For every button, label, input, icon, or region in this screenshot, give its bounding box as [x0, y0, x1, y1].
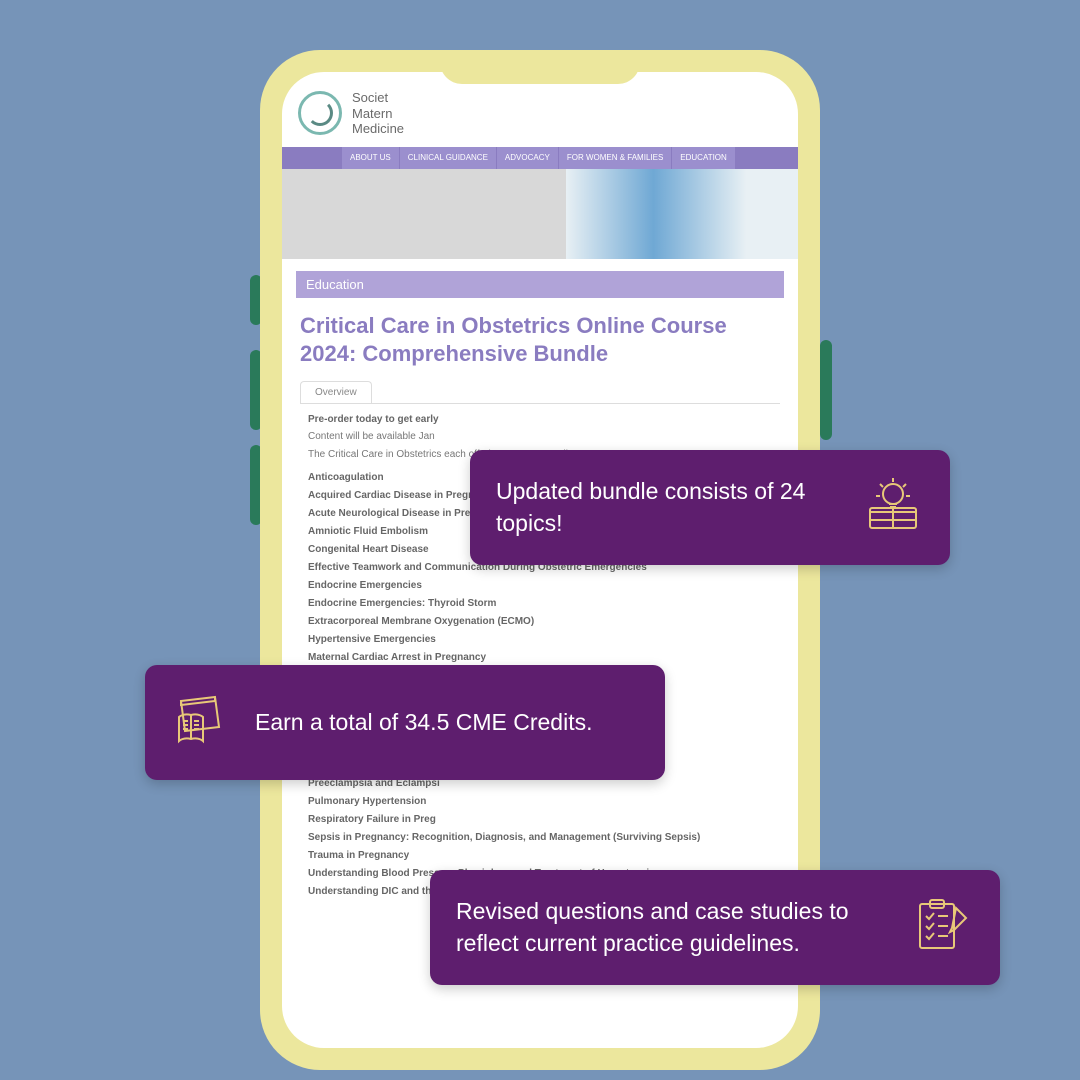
callout-text: Updated bundle consists of 24 topics! [496, 476, 840, 538]
tab-row: Overview [300, 381, 780, 404]
topic-item: Pulmonary Hypertension [308, 796, 772, 807]
callout-credits: Earn a total of 34.5 CME Credits. [145, 665, 665, 780]
pre-order-text: Pre-order today to get early [308, 414, 772, 425]
callout-revised: Revised questions and case studies to re… [430, 870, 1000, 985]
phone-side-button [820, 340, 832, 440]
education-label: Education [296, 271, 784, 298]
logo-icon [298, 91, 342, 135]
topic-item: Trauma in Pregnancy [308, 850, 772, 861]
topic-item: Respiratory Failure in Preg [308, 814, 772, 825]
logo-line: Matern [352, 106, 392, 121]
checklist-icon [912, 894, 974, 961]
banner-image [282, 169, 798, 259]
nav-item-women[interactable]: FOR WOMEN & FAMILIES [559, 147, 671, 169]
topic-item: Extracorporeal Membrane Oxygenation (ECM… [308, 616, 772, 627]
nav-item-advocacy[interactable]: ADVOCACY [497, 147, 558, 169]
books-icon [171, 689, 233, 756]
callout-topics: Updated bundle consists of 24 topics! [470, 450, 950, 565]
logo-line: Medicine [352, 121, 404, 136]
phone-notch [440, 50, 640, 84]
topic-item: Sepsis in Pregnancy: Recognition, Diagno… [308, 832, 772, 843]
nav-bar: ABOUT US CLINICAL GUIDANCE ADVOCACY FOR … [282, 147, 798, 169]
nav-item-clinical[interactable]: CLINICAL GUIDANCE [400, 147, 496, 169]
lightbulb-book-icon [862, 474, 924, 541]
availability-text: Content will be available Jan [308, 431, 772, 442]
logo-line: Societ [352, 90, 388, 105]
logo-text: Societ Matern Medicine [352, 90, 404, 137]
topic-item: Maternal Cardiac Arrest in Pregnancy [308, 652, 772, 663]
nav-item-about[interactable]: ABOUT US [342, 147, 399, 169]
callout-text: Revised questions and case studies to re… [456, 896, 890, 958]
topic-item: Endocrine Emergencies [308, 580, 772, 591]
topic-item: Endocrine Emergencies: Thyroid Storm [308, 598, 772, 609]
nav-item-education[interactable]: EDUCATION [672, 147, 735, 169]
topic-item: Hypertensive Emergencies [308, 634, 772, 645]
callout-text: Earn a total of 34.5 CME Credits. [255, 707, 639, 738]
course-title: Critical Care in Obstetrics Online Cours… [300, 312, 780, 369]
tab-overview[interactable]: Overview [300, 381, 372, 403]
